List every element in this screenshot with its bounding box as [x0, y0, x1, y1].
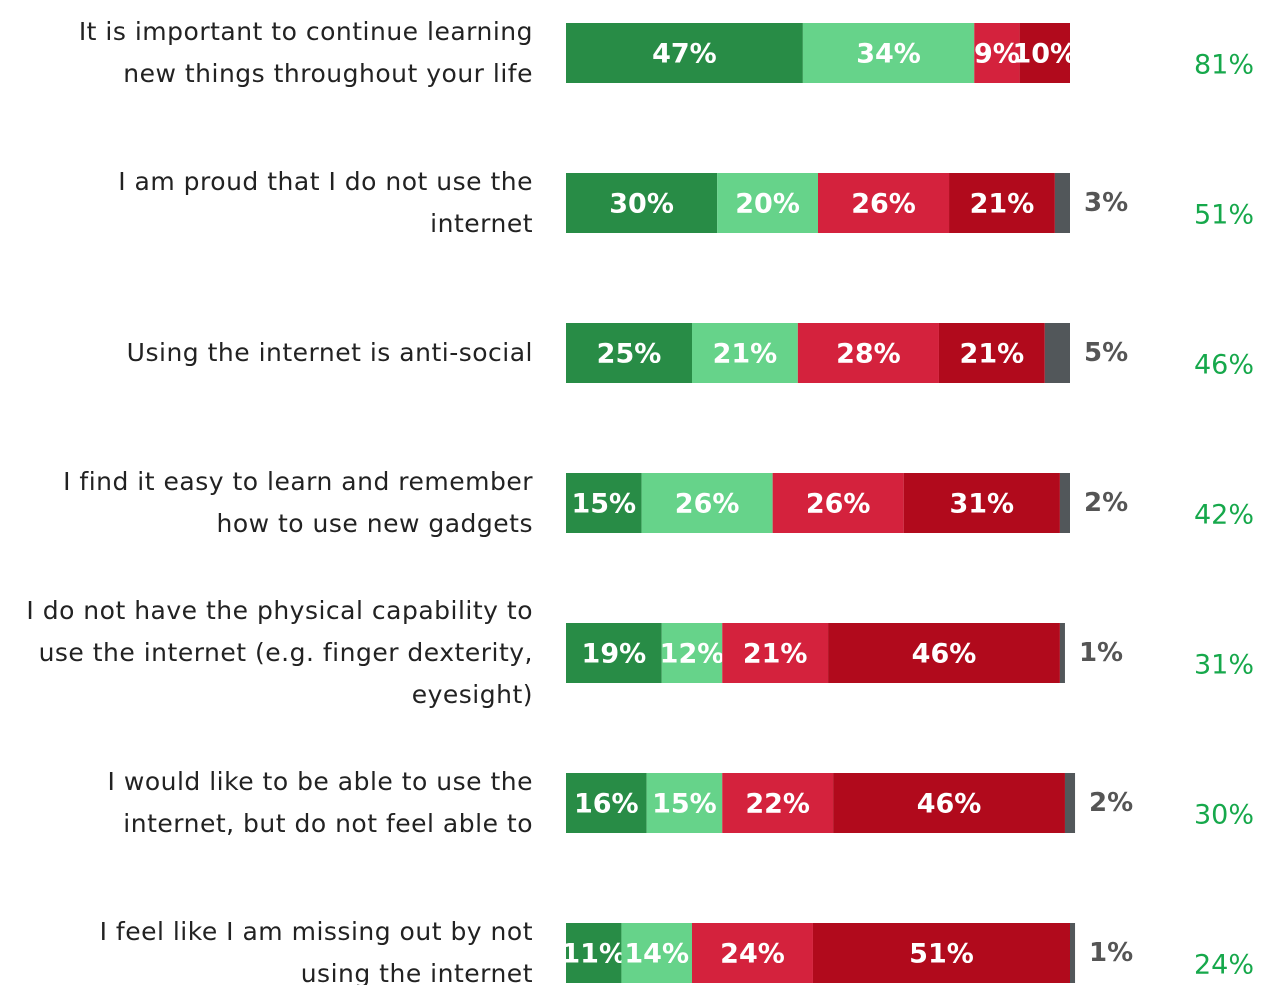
bar-segment	[566, 923, 622, 983]
bar-value-label: 21%	[960, 339, 1025, 370]
bar-value-label: 2%	[1084, 488, 1128, 518]
total-label: 81%	[1194, 50, 1254, 81]
bar-value-label: 31%	[949, 489, 1014, 520]
bar-segment	[949, 173, 1055, 233]
bar-segment	[1059, 623, 1065, 683]
bar-value-label: 46%	[912, 639, 977, 670]
bar-segment	[566, 473, 642, 533]
bar-segment	[802, 23, 975, 83]
bar-value-label: 12%	[660, 639, 725, 670]
bar-segment	[692, 923, 813, 983]
bar-value-label: 26%	[851, 189, 916, 220]
bar-segment	[797, 323, 939, 383]
bar-value-label: 10%	[1012, 39, 1077, 70]
bar-value-label: 28%	[836, 339, 901, 370]
total-label: 31%	[1194, 650, 1254, 681]
bar-value-label: 51%	[909, 939, 974, 970]
bar-value-label: 47%	[652, 39, 717, 70]
category-label: It is important to continue learning new…	[78, 17, 533, 88]
bar-value-label: 26%	[675, 489, 740, 520]
bar-segment	[566, 23, 803, 83]
category-label: I find it easy to learn and remember how…	[63, 467, 533, 538]
category-label: Using the internet is anti-social	[126, 338, 533, 367]
bar-segment	[621, 923, 692, 983]
bar-segment	[1064, 773, 1076, 833]
bar-segment	[818, 173, 950, 233]
bar-segment	[566, 173, 718, 233]
bar-segment	[646, 773, 723, 833]
bar-segment	[1019, 23, 1070, 83]
bar-value-label: 19%	[582, 639, 647, 670]
bar-segment	[772, 473, 904, 533]
bar-value-label: 16%	[574, 789, 639, 820]
total-label: 51%	[1194, 200, 1254, 231]
bar-value-label: 15%	[571, 489, 636, 520]
bar-value-label: 21%	[713, 339, 778, 370]
bar-value-label: 9%	[974, 39, 1020, 70]
bar-segment	[566, 623, 662, 683]
bar-value-label: 30%	[609, 189, 674, 220]
total-label: 24%	[1194, 950, 1254, 981]
bar-segment	[828, 623, 1060, 683]
bar-value-label: 25%	[597, 339, 662, 370]
bar-value-label: 46%	[917, 789, 982, 820]
category-label: I feel like I am missing out by not usin…	[99, 917, 533, 985]
bar-segment	[974, 23, 1020, 83]
bar-segment	[566, 323, 692, 383]
bar-segment	[1059, 473, 1070, 533]
bar-segment	[903, 473, 1060, 533]
bar-value-label: 20%	[735, 189, 800, 220]
bar-value-label: 11%	[561, 939, 626, 970]
bar-segment	[938, 323, 1045, 383]
bar-segment	[722, 773, 834, 833]
total-label: 42%	[1194, 500, 1254, 531]
bar-value-label: 26%	[806, 489, 871, 520]
bar-value-label: 3%	[1084, 188, 1128, 218]
bar-value-label: 15%	[652, 789, 717, 820]
bar-value-label: 2%	[1089, 788, 1133, 818]
bar-segment	[661, 623, 723, 683]
bar-value-label: 21%	[743, 639, 808, 670]
bar-value-label: 14%	[624, 939, 689, 970]
total-label: 46%	[1194, 350, 1254, 381]
bar-segment	[566, 773, 647, 833]
total-label: 30%	[1194, 800, 1254, 831]
bar-segment	[722, 623, 829, 683]
bar-value-label: 5%	[1084, 338, 1128, 368]
bar-segment	[833, 773, 1065, 833]
bar-segment	[717, 173, 818, 233]
bar-value-label: 24%	[720, 939, 785, 970]
bar-value-label: 1%	[1079, 638, 1123, 668]
bar-segment	[1044, 323, 1070, 383]
bar-segment	[641, 473, 773, 533]
category-label: I am proud that I do not use the interne…	[118, 167, 533, 238]
bar-segment	[692, 323, 798, 383]
category-label: I do not have the physical capability to…	[26, 596, 533, 709]
bar-value-label: 21%	[970, 189, 1035, 220]
bar-segment	[1054, 173, 1070, 233]
bar-segment	[812, 923, 1070, 983]
category-label: I would like to be able to use the inter…	[107, 767, 533, 838]
bar-value-label: 22%	[745, 789, 810, 820]
bar-value-label: 34%	[856, 39, 921, 70]
bar-segment	[1070, 923, 1076, 983]
bar-value-label: 1%	[1089, 938, 1133, 968]
